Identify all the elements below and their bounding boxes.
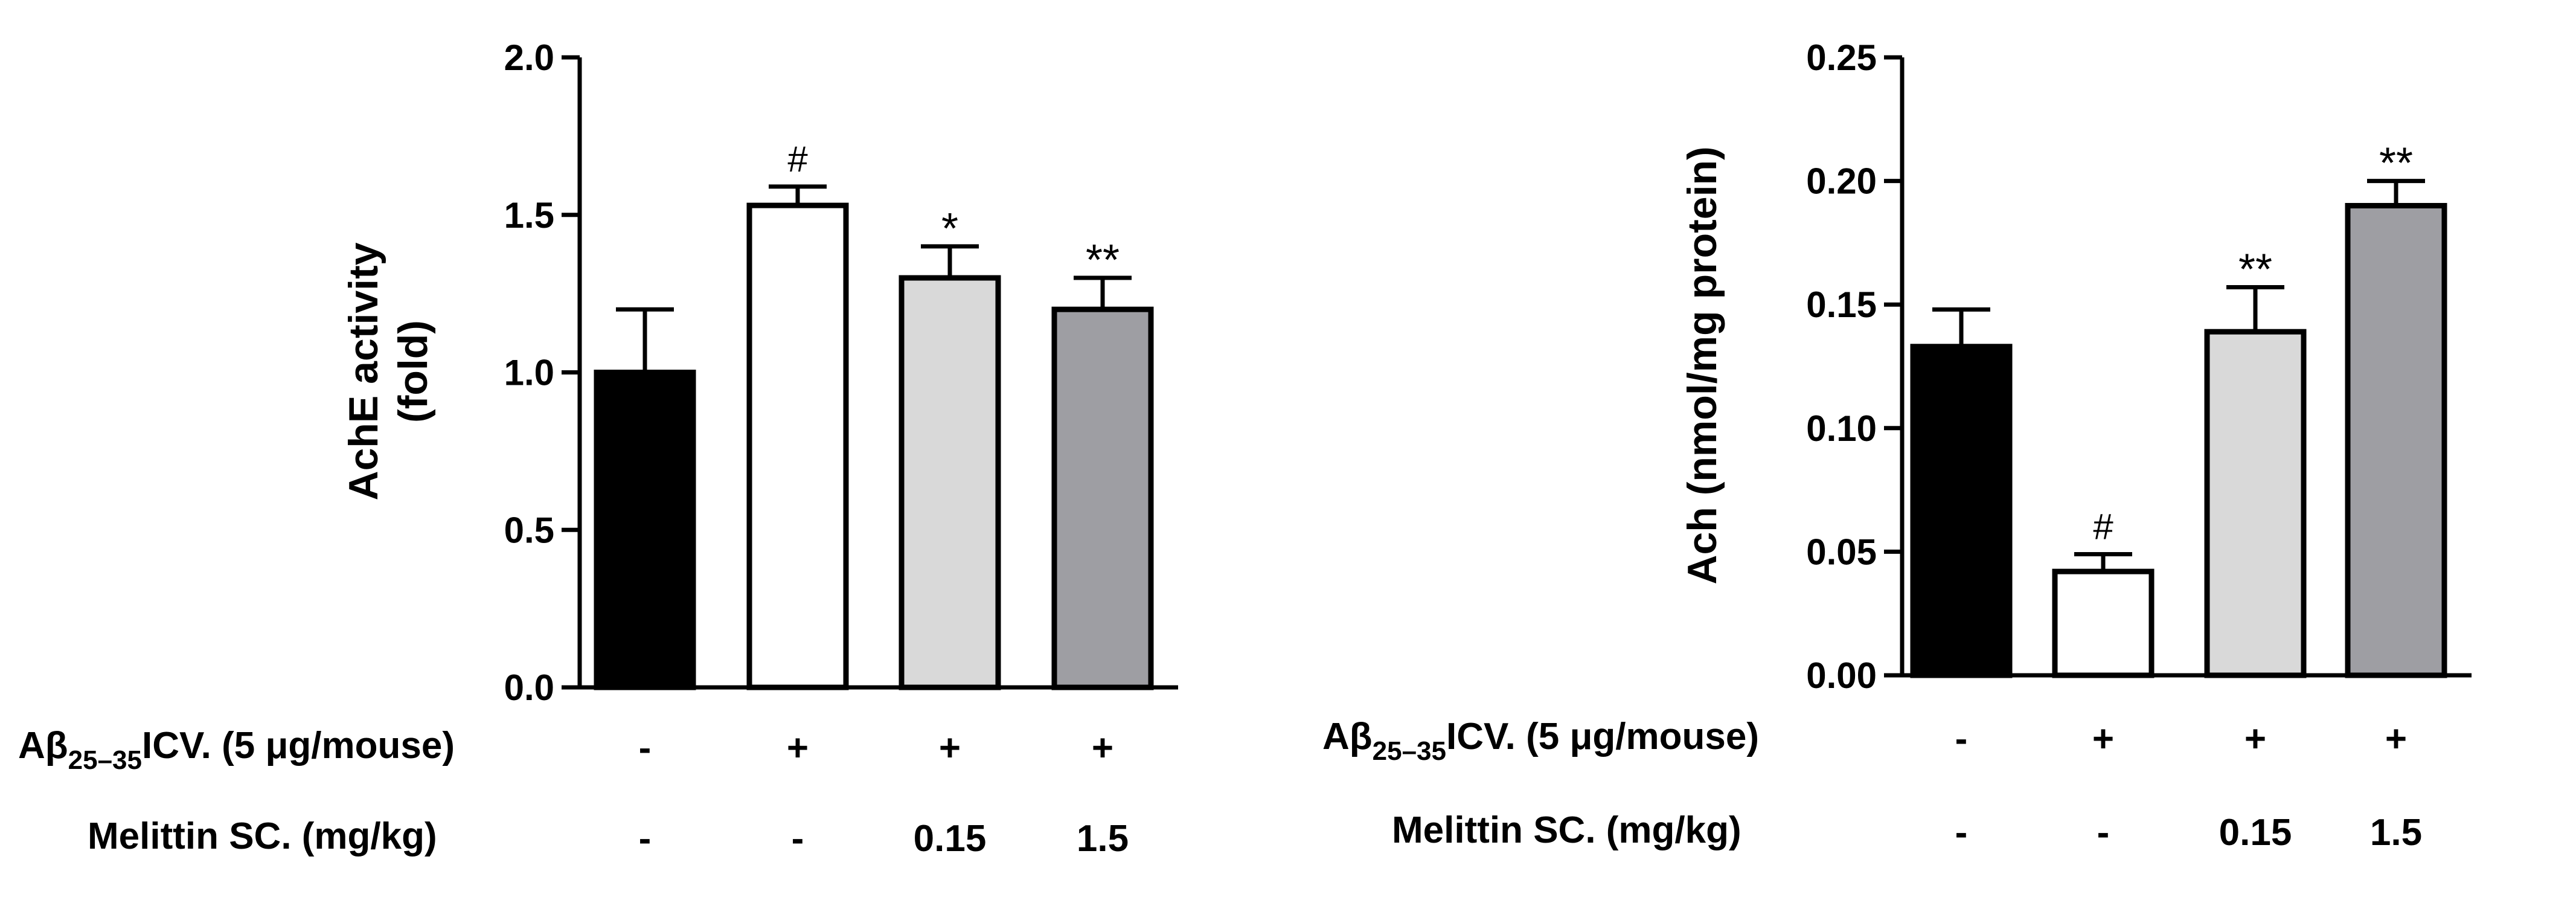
condition-value: + xyxy=(787,727,809,769)
significance-label: ** xyxy=(2379,140,2413,188)
bar xyxy=(1910,344,2013,678)
condition-value: - xyxy=(639,818,652,860)
condition-row-label: Melittin SC. (mg/kg) xyxy=(1392,809,1741,851)
condition-value: - xyxy=(639,727,652,769)
y-axis-label: AchE activity(fold) xyxy=(341,242,436,500)
y-tick-label: 0.10 xyxy=(1806,408,1877,449)
y-tick-label: 0.25 xyxy=(1806,37,1877,78)
condition-value: - xyxy=(2097,812,2110,853)
y-tick-label: 0.5 xyxy=(504,510,554,550)
condition-value: 1.5 xyxy=(2370,812,2422,853)
condition-value: + xyxy=(2244,718,2266,760)
condition-value: 1.5 xyxy=(1077,818,1129,860)
y-tick-label: 0.15 xyxy=(1806,284,1877,325)
condition-value: + xyxy=(939,727,961,769)
y-tick-label: 0.20 xyxy=(1806,161,1877,202)
condition-row-label: Melittin SC. (mg/kg) xyxy=(88,815,437,857)
significance-label: # xyxy=(2093,506,2113,547)
condition-value: 0.15 xyxy=(914,818,987,860)
y-axis-label: Ach (nmol/mg protein) xyxy=(1679,146,1725,584)
significance-label: * xyxy=(941,205,958,253)
condition-value: - xyxy=(1955,718,1968,760)
bar xyxy=(746,202,849,690)
significance-label: ** xyxy=(2238,246,2272,294)
bar xyxy=(2052,568,2155,678)
condition-value: + xyxy=(2385,718,2407,760)
bar xyxy=(899,275,1001,690)
condition-value: - xyxy=(1955,812,1968,853)
significance-label: ** xyxy=(1086,236,1120,284)
y-tick-label: 1.0 xyxy=(504,353,554,393)
y-tick-label: 0.05 xyxy=(1806,532,1877,572)
bar xyxy=(2345,203,2447,678)
bar xyxy=(1051,306,1154,690)
bar xyxy=(594,370,696,690)
y-tick-label: 0.0 xyxy=(504,667,554,708)
condition-value: - xyxy=(792,818,804,860)
condition-value: + xyxy=(1092,727,1113,769)
significance-label: # xyxy=(787,139,808,179)
condition-value: + xyxy=(2092,718,2114,760)
y-tick-label: 1.5 xyxy=(504,195,554,236)
panel-right-ach-level: 0.00 0.05 0.10 0.15 0.20 0.25 Ach (nmol/mg pro… xyxy=(1322,37,2472,853)
y-tick-label: 2.0 xyxy=(504,37,554,78)
condition-value: 0.15 xyxy=(2219,812,2292,853)
y-tick-label: 0.00 xyxy=(1806,655,1877,696)
bar xyxy=(2204,329,2307,678)
condition-row-label: Aβ25–35ICV. (5 μg/mouse) xyxy=(1322,716,1759,766)
condition-row-label: Aβ25–35ICV. (5 μg/mouse) xyxy=(18,725,455,775)
